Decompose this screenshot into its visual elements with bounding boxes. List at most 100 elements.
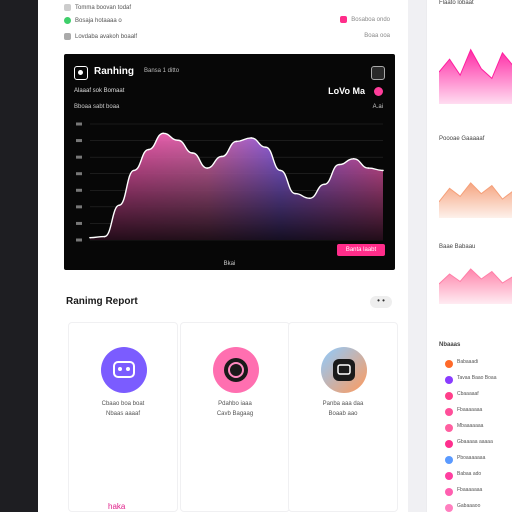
legend-dot-icon <box>445 376 453 384</box>
legend-label: Gbaaaaa aaaaa <box>457 439 493 445</box>
y-tick-mark <box>76 188 82 192</box>
list-icon <box>64 33 71 40</box>
header-right-1[interactable]: Bosaboa ondo <box>340 16 390 23</box>
data-point <box>294 192 296 195</box>
report-card-3-line-1: Panba aaa daa <box>322 401 364 407</box>
data-point <box>162 132 165 135</box>
data-point <box>235 140 238 143</box>
legend-dot-icon <box>445 472 453 480</box>
left-sidebar-strip <box>0 0 38 512</box>
legend-label: Fbaaaaaaa <box>457 407 483 413</box>
mini-chart-line <box>439 268 512 285</box>
data-point <box>265 146 267 148</box>
legend-dot-icon <box>445 360 453 368</box>
data-point <box>89 236 91 239</box>
data-point <box>279 169 282 172</box>
record-ring-icon <box>213 347 259 393</box>
header-line-1: Tomma boovan todaf <box>64 4 131 11</box>
game-controller-icon <box>101 347 147 393</box>
y-tick-mark <box>76 221 82 225</box>
chart-small-label: A.ai <box>372 104 383 110</box>
chart-footer-label: Bkai <box>223 261 236 267</box>
legend-label: Tavaa Baao Boaa <box>457 375 497 381</box>
back-icon[interactable] <box>64 4 71 11</box>
chart-action-button[interactable]: Banta laabt <box>337 244 385 256</box>
y-tick-mark <box>76 238 82 242</box>
gamepad-icon <box>321 347 367 393</box>
y-tick-mark <box>76 205 82 209</box>
report-card-1-line-2: Nbaas aaaaf <box>105 411 141 417</box>
legend-label: Cbaaaaaf <box>457 391 479 397</box>
status-dot-icon <box>64 17 71 24</box>
mini-chart-line <box>439 182 512 203</box>
data-point <box>382 169 384 172</box>
chart-area-series <box>89 132 384 240</box>
data-point <box>103 235 106 238</box>
report-card-2[interactable]: Pdahbo iaaa Cavb Bagaag <box>180 322 290 512</box>
header-right-2[interactable]: Boaa ooa <box>364 33 390 39</box>
record-dot-icon[interactable] <box>374 87 383 96</box>
report-card-3[interactable]: Panba aaa daa Boaab aao <box>288 322 398 512</box>
legend-dot-icon <box>445 488 453 496</box>
chart-subtitle-2: Bboaa sabt boaa <box>74 104 120 110</box>
legend-title: Nbaaas <box>439 342 461 348</box>
legend-label: Babaaadi <box>457 359 479 365</box>
right-panel: Flaato lobaat Poooae Gaaaaaf Baae Babaau… <box>426 0 512 512</box>
report-card-3-line-2: Boaab aao <box>328 411 358 417</box>
y-tick-mark <box>76 122 82 126</box>
report-title: Ranimg Report <box>66 296 138 307</box>
settings-icon[interactable] <box>371 66 385 80</box>
bottom-label: haka <box>108 502 126 511</box>
right-chart-3 <box>439 268 512 304</box>
header-line-2: Bosaja hotaaaa o <box>64 17 122 24</box>
legend-dot-icon <box>445 424 453 432</box>
panel-gap <box>408 0 426 512</box>
ranking-chart-card: Ranhing Bansa 1 ditto Alaaaf sok Bomaat … <box>64 54 395 270</box>
pink-square-icon <box>340 16 348 23</box>
y-tick-mark <box>76 155 82 159</box>
legend-label: Pboaaaaaaa <box>457 455 486 461</box>
report-more-button[interactable]: • • <box>370 296 392 308</box>
legend-label: Fbaaaaaaa <box>457 487 483 493</box>
report-card-2-line-1: Pdahbo iaaa <box>218 401 252 407</box>
y-tick-mark <box>76 139 82 143</box>
data-point <box>118 204 121 206</box>
report-card-1-line-1: Cbaao boa boat <box>101 401 145 407</box>
legend-dot-icon <box>445 440 453 448</box>
right-chart-1-title: Flaato lobaat <box>439 0 474 6</box>
right-chart-3-title: Baae Babaau <box>439 244 476 250</box>
mini-chart-area <box>439 49 512 104</box>
header-line-3: Lovdaba avakoh boaalf <box>64 33 137 40</box>
data-point <box>191 152 194 154</box>
main-panel: Tomma boovan todaf Bosaja hotaaaa o Lovd… <box>38 0 408 512</box>
report-card-1[interactable]: Cbaao boa boat Nbaas aaaaf <box>68 322 178 512</box>
data-point <box>133 169 135 172</box>
legend-label: Mbaaaaaaa <box>457 423 484 429</box>
area-shade <box>90 133 383 240</box>
mini-chart-line <box>439 48 512 80</box>
data-point <box>338 163 340 166</box>
right-chart-2 <box>439 182 512 218</box>
mini-chart-area <box>439 269 512 304</box>
data-point <box>367 167 370 169</box>
legend-dot-icon <box>445 392 453 400</box>
main-area-chart <box>76 122 384 242</box>
chart-card-tag: Bansa 1 ditto <box>144 68 180 74</box>
data-point <box>177 139 179 142</box>
legend-dot-icon <box>445 504 453 512</box>
legend-dot-icon <box>445 408 453 416</box>
data-point <box>221 155 223 158</box>
right-chart-2-title: Poooae Gaaaaaf <box>439 136 485 142</box>
data-point <box>308 197 311 200</box>
data-point <box>323 183 326 186</box>
y-tick-mark <box>76 172 82 176</box>
chart-subtitle: Alaaaf sok Bomaat <box>74 88 125 94</box>
chart-value: LoVo Ma <box>328 86 365 96</box>
app-logo-icon <box>74 66 88 80</box>
data-point <box>147 148 150 151</box>
data-point <box>352 158 355 160</box>
right-chart-1 <box>439 48 512 104</box>
mini-chart-area <box>439 182 512 218</box>
data-point <box>206 167 208 169</box>
chart-card-title: Ranhing <box>94 66 134 77</box>
